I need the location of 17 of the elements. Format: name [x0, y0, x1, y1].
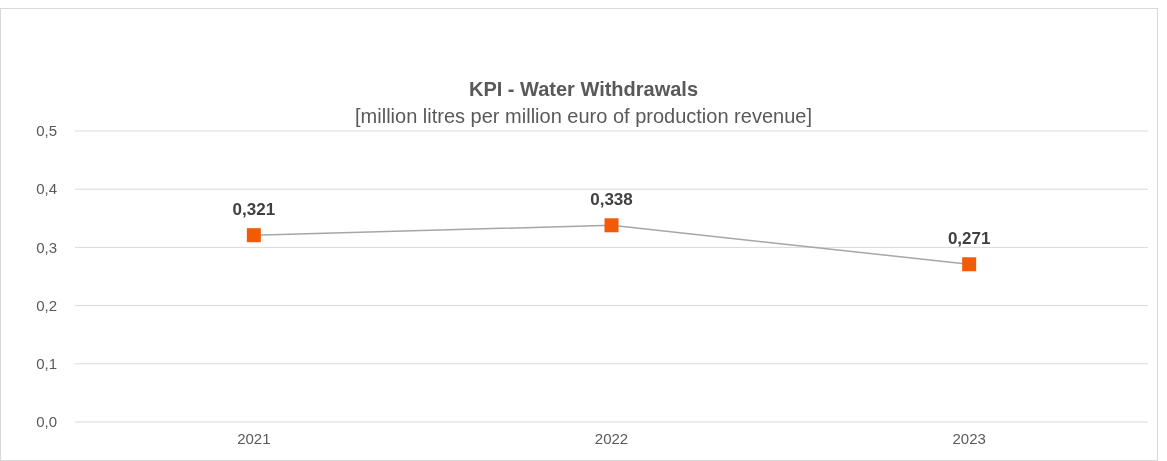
x-tick-label: 2023 [952, 430, 986, 447]
y-tick-label: 0,5 [36, 122, 57, 140]
data-label: 0,271 [947, 229, 991, 249]
y-tick-label: 0,1 [36, 355, 57, 373]
y-tick-label: 0,4 [36, 180, 57, 198]
y-tick-label: 0,0 [36, 413, 57, 431]
point [962, 257, 977, 272]
point [604, 218, 619, 233]
y-tick-label: 0,2 [36, 296, 57, 314]
chart-title: KPI - Water Withdrawals [468, 78, 699, 100]
y-tick-label: 0,3 [36, 238, 57, 256]
point [246, 228, 261, 243]
data-label: 0,321 [232, 200, 276, 220]
data-label: 0,338 [590, 190, 633, 210]
x-tick-label: 2022 [594, 430, 629, 447]
x-tick-label: 2021 [237, 430, 271, 447]
chart-subtitle: [million litres per million euro of production revenue] [355, 105, 812, 127]
